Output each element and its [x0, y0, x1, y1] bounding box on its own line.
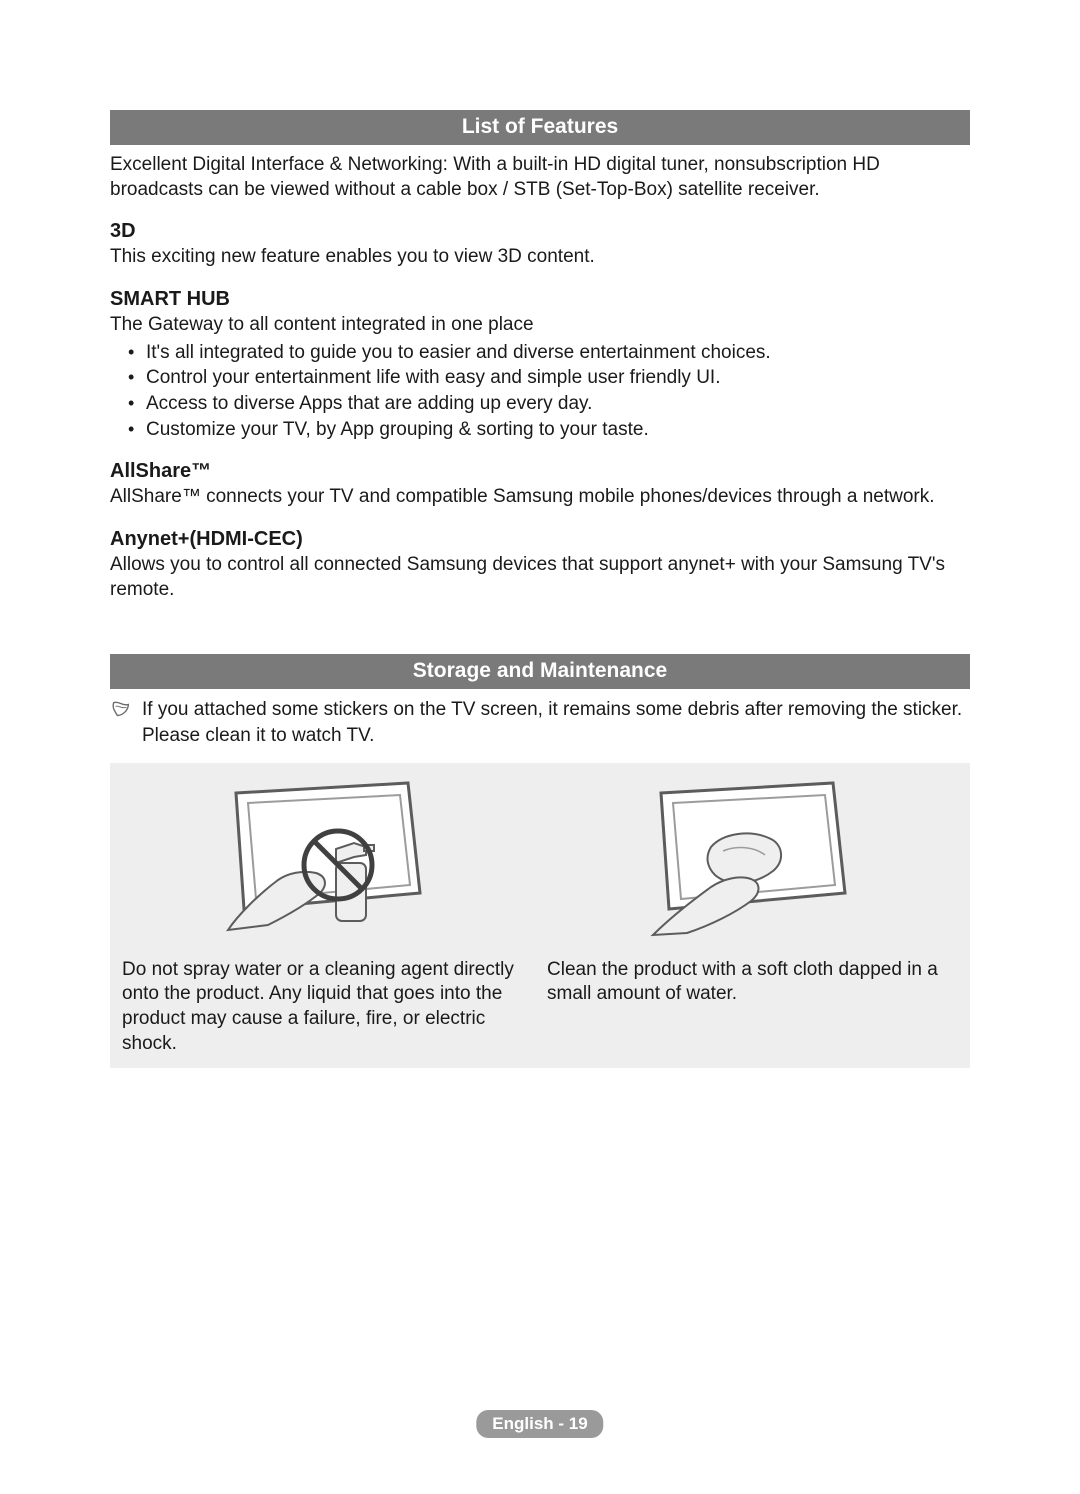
feature-smarthub-bullets: It's all integrated to guide you to easi…: [110, 340, 970, 443]
maintenance-image-no-spray: [122, 773, 533, 948]
maintenance-image-cloth: [547, 773, 958, 948]
feature-allshare: AllShare™ AllShare™ connects your TV and…: [110, 460, 970, 510]
note-icon: [110, 699, 132, 721]
list-item: Access to diverse Apps that are adding u…: [130, 391, 970, 417]
maintenance-right-caption: Clean the product with a soft cloth dapp…: [547, 958, 958, 1057]
feature-allshare-heading: AllShare™: [110, 460, 970, 483]
section-bar-features: List of Features: [110, 110, 970, 145]
page-footer: English - 19: [476, 1410, 603, 1438]
feature-smarthub-desc: The Gateway to all content integrated in…: [110, 313, 970, 338]
storage-note: If you attached some stickers on the TV …: [110, 697, 970, 748]
feature-smarthub-heading: SMART HUB: [110, 288, 970, 311]
feature-allshare-desc: AllShare™ connects your TV and compatibl…: [110, 485, 970, 510]
list-item: It's all integrated to guide you to easi…: [130, 340, 970, 366]
feature-3d-desc: This exciting new feature enables you to…: [110, 245, 970, 270]
maintenance-left-caption: Do not spray water or a cleaning agent d…: [122, 958, 533, 1057]
list-item: Customize your TV, by App grouping & sor…: [130, 417, 970, 443]
section-bar-storage: Storage and Maintenance: [110, 654, 970, 689]
feature-anynet: Anynet+(HDMI-CEC) Allows you to control …: [110, 528, 970, 602]
feature-3d: 3D This exciting new feature enables you…: [110, 220, 970, 270]
storage-note-text: If you attached some stickers on the TV …: [140, 697, 970, 748]
feature-smarthub: SMART HUB The Gateway to all content int…: [110, 288, 970, 442]
list-item: Control your entertainment life with eas…: [130, 365, 970, 391]
feature-anynet-desc: Allows you to control all connected Sams…: [110, 553, 970, 602]
intro-text: Excellent Digital Interface & Networking…: [110, 153, 970, 202]
feature-anynet-heading: Anynet+(HDMI-CEC): [110, 528, 970, 551]
maintenance-grid: Do not spray water or a cleaning agent d…: [110, 763, 970, 1069]
page-content: List of Features Excellent Digital Inter…: [0, 0, 1080, 1068]
feature-3d-heading: 3D: [110, 220, 970, 243]
